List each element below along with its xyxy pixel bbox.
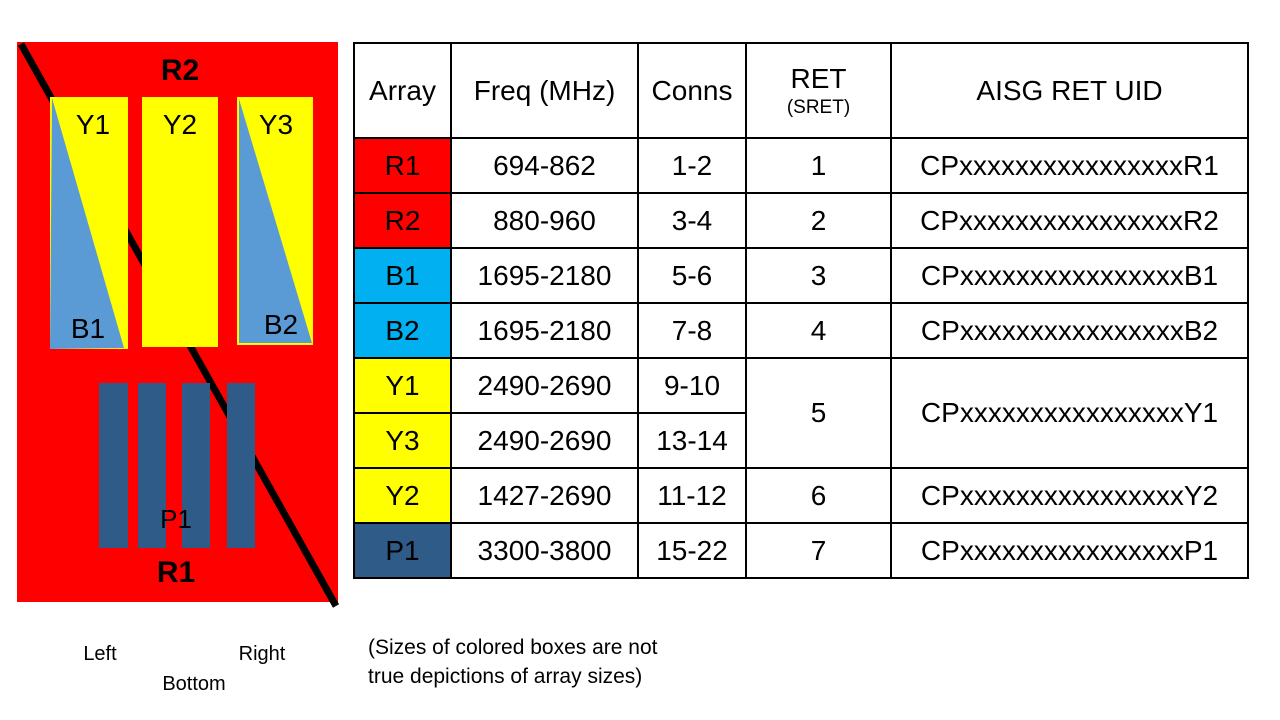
- table-header-row: Array Freq (MHz) Conns RET (SRET) AISG R…: [353, 42, 1249, 139]
- table-row-r2: R2 880-960 3-4 2 CPxxxxxxxxxxxxxxxxR2: [353, 192, 1249, 249]
- label-y3: Y3: [259, 109, 293, 140]
- freq-cell: 2490-2690: [450, 412, 639, 469]
- conns-cell: 5-6: [637, 247, 747, 304]
- ret-cell: 2: [745, 192, 892, 249]
- table-row-r1: R1 694-862 1-2 1 CPxxxxxxxxxxxxxxxxR1: [353, 137, 1249, 194]
- uid-cell-merged: CPxxxxxxxxxxxxxxxxY1: [890, 357, 1249, 469]
- array-cell: Y2: [353, 467, 452, 524]
- conns-cell: 1-2: [637, 137, 747, 194]
- ret-cell: 6: [745, 467, 892, 524]
- ret-cell: 1: [745, 137, 892, 194]
- orientation-bottom-label: Bottom: [162, 673, 225, 695]
- conns-cell: 7-8: [637, 302, 747, 359]
- ret-table-container: Array Freq (MHz) Conns RET (SRET) AISG R…: [353, 42, 1249, 579]
- ret-cell: 3: [745, 247, 892, 304]
- conns-cell: 15-22: [637, 522, 747, 579]
- uid-cell: CPxxxxxxxxxxxxxxxxY2: [890, 467, 1249, 524]
- table-row-b2: B2 1695-2180 7-8 4 CPxxxxxxxxxxxxxxxxB2: [353, 302, 1249, 359]
- array-cell: B2: [353, 302, 452, 359]
- header-array: Array: [353, 42, 452, 139]
- p1-bar-2: [138, 383, 166, 548]
- table-row-y3: Y3 2490-2690 13-14: [353, 412, 1248, 469]
- conns-cell: 9-10: [637, 357, 747, 414]
- freq-cell: 1695-2180: [450, 247, 639, 304]
- table-row-b1: B1 1695-2180 5-6 3 CPxxxxxxxxxxxxxxxxB1: [353, 247, 1249, 304]
- uid-cell: CPxxxxxxxxxxxxxxxxB2: [890, 302, 1249, 359]
- label-y2: Y2: [163, 109, 197, 140]
- orientation-right-label: Right: [239, 643, 286, 665]
- uid-cell: CPxxxxxxxxxxxxxxxxB1: [890, 247, 1249, 304]
- label-r2: R2: [161, 54, 199, 87]
- array-b1-triangle: [50, 98, 124, 349]
- p1-bar-1: [99, 383, 128, 548]
- ret-table: Array Freq (MHz) Conns RET (SRET) AISG R…: [353, 42, 1249, 579]
- array-y2-box: [142, 97, 218, 347]
- header-conns: Conns: [637, 42, 747, 139]
- ret-cell: 4: [745, 302, 892, 359]
- ret-cell: 7: [745, 522, 892, 579]
- label-y1: Y1: [76, 109, 110, 140]
- freq-cell: 1427-2690: [450, 467, 639, 524]
- conns-cell: 3-4: [637, 192, 747, 249]
- ret-cell-merged: 5: [745, 357, 892, 469]
- label-b2: B2: [264, 309, 298, 340]
- array-cell: R1: [353, 137, 452, 194]
- array-cell: P1: [353, 522, 452, 579]
- size-disclaimer-note: (Sizes of colored boxes are not true dep…: [368, 634, 698, 692]
- array-b2-triangle: [239, 99, 312, 343]
- table-row-p1: P1 3300-3800 15-22 7 CPxxxxxxxxxxxxxxxxP…: [353, 522, 1249, 579]
- freq-cell: 2490-2690: [450, 357, 639, 414]
- uid-cell: CPxxxxxxxxxxxxxxxxR1: [890, 137, 1249, 194]
- array-cell: Y3: [353, 412, 452, 469]
- conns-cell: 13-14: [637, 412, 747, 469]
- table-row-y2: Y2 1427-2690 11-12 6 CPxxxxxxxxxxxxxxxxY…: [353, 467, 1249, 524]
- orientation-left-label: Left: [83, 643, 117, 665]
- header-ret-sub: (SRET): [786, 96, 851, 118]
- p1-bar-4: [227, 383, 255, 548]
- note-line-2: true depictions of array sizes): [368, 664, 643, 688]
- note-line-1: (Sizes of colored boxes are not: [368, 636, 658, 659]
- table-row-y1: Y1 2490-2690 9-10 5 CPxxxxxxxxxxxxxxxxY1: [353, 357, 1249, 469]
- conns-cell: 11-12: [637, 467, 747, 524]
- array-cell: Y1: [353, 357, 452, 414]
- uid-cell: CPxxxxxxxxxxxxxxxxP1: [890, 522, 1249, 579]
- p1-bar-3: [182, 383, 210, 548]
- header-uid: AISG RET UID: [890, 42, 1249, 139]
- freq-cell: 1695-2180: [450, 302, 639, 359]
- header-ret-main: RET: [790, 62, 847, 94]
- freq-cell: 694-862: [450, 137, 639, 194]
- array-cell: B1: [353, 247, 452, 304]
- uid-cell: CPxxxxxxxxxxxxxxxxR2: [890, 192, 1249, 249]
- freq-cell: 880-960: [450, 192, 639, 249]
- header-ret: RET (SRET): [745, 42, 892, 139]
- header-freq: Freq (MHz): [450, 42, 639, 139]
- label-r1: R1: [157, 556, 195, 589]
- antenna-diagram: R2 Y1 Y2 Y3 B1 B2 P1 R1 Left Right Botto…: [17, 42, 340, 695]
- label-b1: B1: [71, 313, 105, 344]
- array-cell: R2: [353, 192, 452, 249]
- label-p1: P1: [160, 504, 192, 534]
- freq-cell: 3300-3800: [450, 522, 639, 579]
